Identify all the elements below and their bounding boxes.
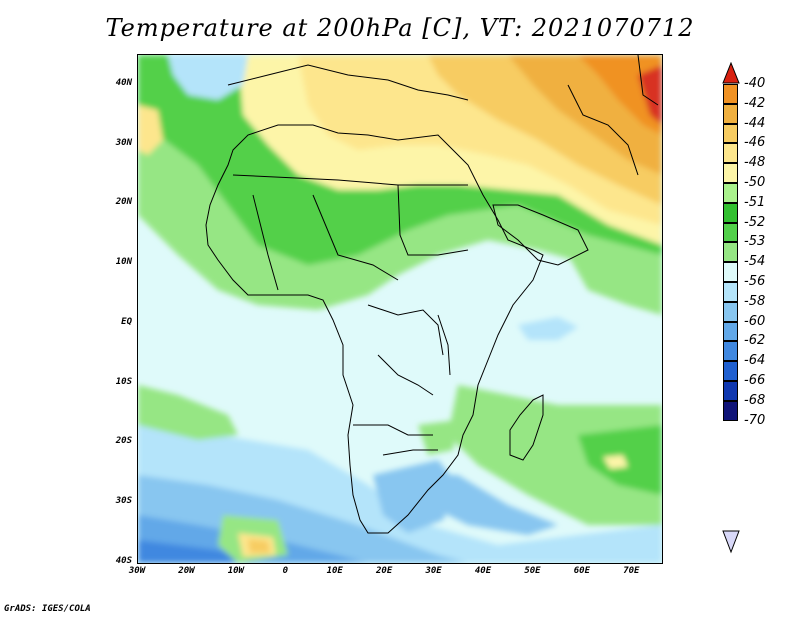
band-40-north	[638, 65, 662, 125]
lat-tick-label: 40S	[115, 556, 132, 566]
lon-tick-label: 60E	[573, 566, 591, 576]
colorbar-swatch	[723, 123, 738, 144]
colorbar-swatch	[723, 143, 738, 164]
band-62-south	[138, 540, 258, 563]
lat-tick-label: EQ	[121, 316, 132, 327]
band-53-central-east	[568, 255, 662, 315]
colorbar-label: -42	[744, 95, 766, 111]
band-56-central	[518, 317, 578, 340]
credit-text: GrADS: IGES/COLA	[4, 604, 91, 614]
colorbar-label: -53	[744, 234, 766, 250]
lon-tick-label: 30E	[425, 566, 442, 576]
lon-tick-label: 10W	[227, 566, 244, 576]
colorbar-label: -64	[744, 353, 766, 369]
lat-tick-label: 40N	[115, 77, 132, 88]
lat-tick-label: 30N	[115, 137, 132, 148]
band-50-southeast	[603, 455, 628, 469]
colorbar-label: -60	[744, 313, 766, 329]
colorbar-top-arrow	[722, 62, 740, 84]
colorbar-swatch	[723, 202, 738, 223]
lat-tick-label: 10S	[115, 376, 132, 387]
lon-tick-label: 70E	[623, 566, 640, 576]
colorbar-label: -56	[744, 274, 766, 289]
colorbar-swatch	[723, 282, 738, 302]
colorbar-label: -44	[744, 115, 766, 131]
lon-tick-label: 20E	[376, 566, 393, 576]
coastlines	[205, 55, 659, 534]
colorbar-swatch	[723, 103, 738, 124]
lat-tick-label: 30S	[115, 496, 132, 507]
colorbar-label: -66	[744, 373, 766, 388]
lon-tick-label: 0	[282, 566, 288, 576]
colorbar-label: -58	[744, 293, 766, 309]
colorbar-swatch	[723, 84, 738, 104]
colorbar-label: -40	[744, 76, 766, 91]
colorbar-label: -62	[744, 333, 766, 349]
lat-tick-label: 20N	[115, 197, 132, 208]
lon-tick-label: 50E	[524, 566, 541, 576]
lat-tick-label: 20S	[115, 436, 132, 447]
map-plot-area	[137, 54, 663, 564]
colorbar-label: -48	[744, 155, 766, 171]
colorbar-swatch	[723, 183, 738, 203]
band-53-southeast	[448, 385, 662, 525]
colorbar-swatch	[723, 262, 738, 282]
lon-tick-label: 20W	[178, 566, 195, 576]
lat-tick-label: 10N	[115, 257, 132, 268]
colorbar-swatch	[723, 301, 738, 322]
band-46-sw-blob	[248, 539, 270, 553]
colorbar-bottom-arrow	[722, 530, 740, 554]
colorbar-swatch	[723, 400, 738, 421]
band-53-east-africa	[418, 420, 458, 455]
lon-tick-label: 30W	[128, 566, 146, 576]
colorbar-swatch	[723, 321, 738, 342]
colorbar-swatch	[723, 381, 738, 401]
colorbar-swatch	[723, 222, 738, 243]
colorbar-swatch	[723, 242, 738, 263]
colorbar-label: -51	[744, 194, 766, 210]
lon-tick-label: 40E	[474, 566, 492, 576]
colorbar-swatch	[723, 341, 738, 362]
colorbar-label: -46	[744, 135, 766, 151]
colorbar-label: -52	[744, 214, 766, 230]
colorbar-swatch	[723, 163, 738, 183]
band-48-west	[138, 105, 163, 155]
colorbar-label: -50	[744, 175, 766, 190]
lon-tick-label: 10E	[326, 566, 343, 576]
band-58-southern-africa	[373, 460, 458, 533]
colorbar-label: -68	[744, 392, 766, 408]
colorbar-swatch	[723, 361, 738, 381]
colorbar-label: -54	[744, 254, 766, 270]
map-title: Temperature at 200hPa [C], VT: 202107071…	[105, 14, 695, 42]
band-56-atlantic-north	[168, 55, 248, 100]
band-53-south-atlantic	[138, 385, 238, 440]
colorbar-label: -70	[744, 412, 766, 428]
temperature-field	[138, 55, 662, 563]
